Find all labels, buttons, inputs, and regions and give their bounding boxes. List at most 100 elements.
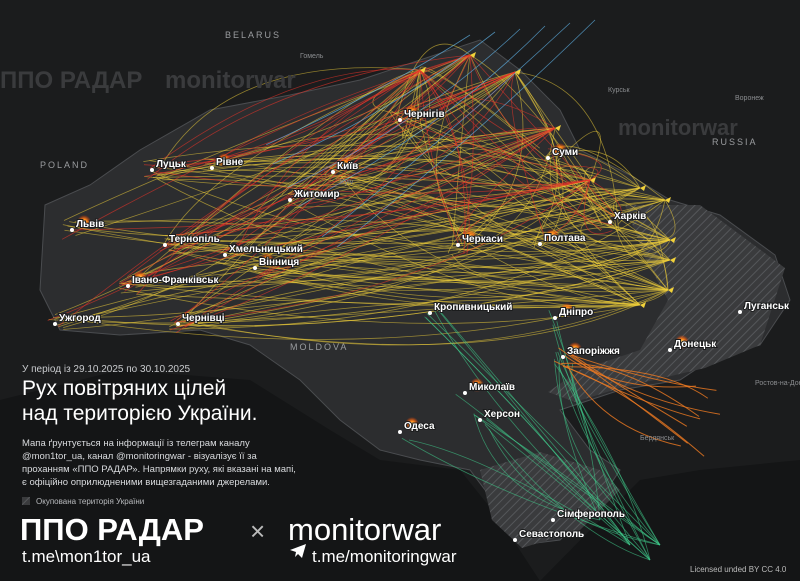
city-label: Івано-Франківськ xyxy=(132,275,219,286)
explosion xyxy=(463,230,477,244)
trajectory xyxy=(469,54,613,224)
city-dot xyxy=(70,228,74,232)
trajectory xyxy=(144,127,556,187)
trajectory xyxy=(544,145,666,201)
trajectory xyxy=(291,202,641,308)
explosion xyxy=(260,253,274,267)
trajectory xyxy=(402,121,591,181)
trajectory xyxy=(175,259,671,327)
city-dot xyxy=(546,156,550,160)
legend-swatch xyxy=(22,497,30,505)
trajectory xyxy=(204,127,556,162)
trajectory xyxy=(62,289,669,340)
city-dot xyxy=(738,310,742,314)
trajectory xyxy=(174,247,669,291)
watermark: monitorwar xyxy=(165,67,296,94)
trajectory xyxy=(488,429,661,546)
trajectory xyxy=(119,287,641,324)
city-label: Ужгород xyxy=(59,313,101,324)
arrow xyxy=(665,197,671,203)
trajectory xyxy=(170,179,591,322)
labels: Київ Чернігів Суми Харків Житомир Рівне Луцьк Л… xyxy=(40,30,800,542)
trajectory xyxy=(426,313,661,546)
city-label: Чернігів xyxy=(404,109,445,120)
trajectory xyxy=(336,19,596,248)
trajectory xyxy=(419,69,460,245)
trajectory xyxy=(547,165,599,181)
city-label: Дніпро xyxy=(559,307,593,318)
trajectory xyxy=(457,71,524,253)
city-dot xyxy=(428,311,432,315)
trajectory xyxy=(342,71,516,172)
trajectory xyxy=(167,54,471,241)
city-label: Львів xyxy=(76,219,104,230)
city-label: Київ xyxy=(337,161,358,172)
trajectory xyxy=(206,158,669,291)
trajectory xyxy=(337,161,591,186)
trajectory xyxy=(161,179,671,241)
trajectory xyxy=(434,305,631,546)
explosion xyxy=(560,303,574,317)
country-label: MOLDOVA xyxy=(290,342,348,352)
trajectory xyxy=(409,439,631,546)
trajectory xyxy=(74,220,669,291)
trajectory xyxy=(230,230,671,257)
trajectory xyxy=(155,171,591,194)
brand-link: t.me\mon1tor_ua xyxy=(22,547,151,566)
city-dot xyxy=(331,170,335,174)
trajectory xyxy=(419,69,612,225)
place-label: Воронеж xyxy=(735,95,764,102)
ukraine xyxy=(39,39,791,546)
city-dot xyxy=(163,243,167,247)
explosion xyxy=(77,215,91,229)
trajectory xyxy=(259,54,471,275)
explosion xyxy=(217,153,231,167)
trajectory xyxy=(168,249,641,308)
city-label: Хмельницький xyxy=(229,244,303,255)
trajectory xyxy=(419,66,540,149)
trajectory xyxy=(64,229,671,261)
city-label: Суми xyxy=(552,147,578,158)
trajectory xyxy=(169,187,641,328)
trajectory xyxy=(174,179,591,323)
trajectory xyxy=(176,187,641,327)
trajectory xyxy=(149,68,421,169)
trajectory xyxy=(613,200,671,241)
branding: ППО РАДАР × monitorwar t.me\mon1tor_ua t… xyxy=(20,512,787,574)
trajectory xyxy=(469,54,606,218)
trajectory xyxy=(58,187,641,323)
trajectory xyxy=(556,321,631,546)
trajectory xyxy=(233,69,421,257)
trajectory xyxy=(281,69,421,196)
trajectory xyxy=(469,54,615,215)
trajectory xyxy=(510,71,547,243)
brand-link: t.me/monitoringwar xyxy=(312,547,457,566)
arrow xyxy=(668,287,674,293)
trajectory xyxy=(419,69,603,231)
trajectory xyxy=(554,359,661,546)
city-label: Чернівці xyxy=(182,313,225,324)
trajectory xyxy=(57,54,471,327)
title: Рух повітряних цілей xyxy=(22,377,226,400)
trajectory xyxy=(166,238,671,258)
explosion xyxy=(675,335,689,349)
trajectory xyxy=(298,25,546,207)
trajectory xyxy=(284,71,516,207)
trajectory xyxy=(541,237,671,256)
trajectory xyxy=(544,199,666,264)
trajectory xyxy=(589,179,622,218)
explosion xyxy=(133,271,147,285)
trajectory xyxy=(181,289,669,346)
city-dot xyxy=(608,220,612,224)
trajectory xyxy=(555,352,661,546)
city-dot xyxy=(463,391,467,395)
trajectory xyxy=(564,355,697,388)
city-dot xyxy=(398,430,402,434)
trajectory xyxy=(545,151,641,189)
trajectory xyxy=(395,43,471,124)
city-dot xyxy=(513,538,517,542)
explosion xyxy=(470,378,484,392)
city-dot xyxy=(398,118,402,122)
arrow xyxy=(470,52,476,58)
